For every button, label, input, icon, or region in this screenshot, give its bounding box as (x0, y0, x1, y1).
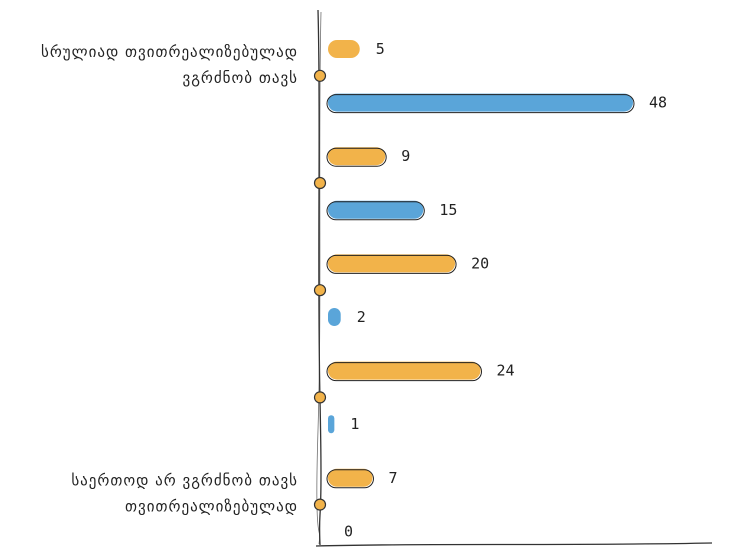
bar (328, 468, 373, 487)
bar (328, 200, 424, 219)
bar-group: 20 (326, 254, 489, 274)
bar-value-label: 9 (401, 147, 410, 165)
bar (328, 40, 360, 58)
bar (328, 308, 341, 326)
bar (328, 361, 481, 380)
category-tick-marker (313, 498, 327, 511)
category-label: საერთოდ არ ვგრძნობ თავს თვითრეალიზებულად (71, 472, 298, 516)
bar-value-label: 20 (471, 254, 489, 272)
bar-group: 2 (328, 308, 366, 326)
bar-outline (326, 362, 482, 382)
bar-value-label: 5 (376, 40, 385, 58)
bar (328, 254, 456, 273)
bar-outline (326, 254, 457, 274)
bar-group: 5 (328, 40, 385, 58)
bar-value-label: 2 (357, 308, 366, 326)
bar-outline (326, 147, 387, 167)
bar-group: 7 (326, 468, 398, 489)
bar-outline (326, 201, 425, 221)
bar-value-label: 0 (344, 522, 353, 540)
category-tick-marker (313, 69, 327, 82)
bar-group: 0 (344, 522, 353, 540)
bar-outline (326, 469, 374, 489)
bar-group: 24 (326, 361, 515, 382)
bar-value-label: 15 (439, 201, 457, 219)
bar-outline (326, 94, 635, 114)
category-tick-marker (313, 176, 327, 190)
category-tick-marker (313, 391, 327, 404)
bar (328, 93, 633, 112)
bar-value-label: 1 (350, 415, 359, 433)
bar-group: 15 (326, 200, 457, 221)
category-tick-marker (313, 284, 327, 297)
bar-value-label: 7 (388, 469, 397, 487)
y-axis-line-sketch (316, 11, 322, 545)
category-label: სრულიად თვითრეალიზებულად ვგრძნობ თავს (41, 43, 298, 87)
bar-group: 9 (326, 147, 410, 167)
x-axis-line (315, 542, 713, 547)
bar-group: 1 (328, 415, 359, 434)
bar (328, 147, 386, 166)
y-axis-line (317, 9, 322, 546)
bar (328, 415, 335, 434)
bar-value-label: 48 (649, 94, 667, 112)
bar-value-label: 24 (497, 362, 515, 380)
bar-group: 48 (326, 93, 667, 114)
